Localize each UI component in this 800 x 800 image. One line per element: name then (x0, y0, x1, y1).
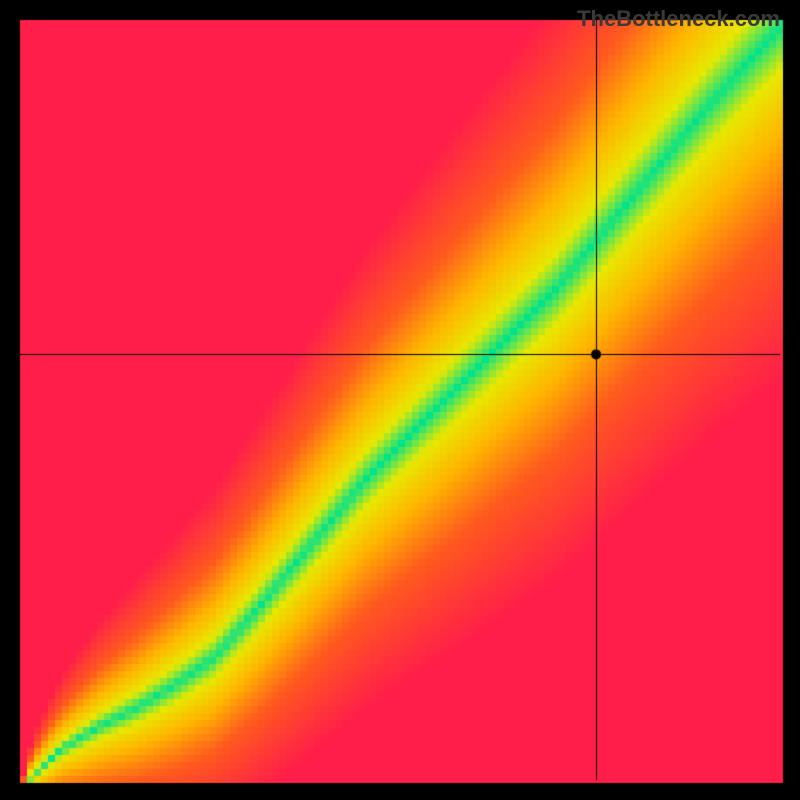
chart-container: TheBottleneck.com (0, 0, 800, 800)
bottleneck-heatmap-canvas (0, 0, 800, 800)
